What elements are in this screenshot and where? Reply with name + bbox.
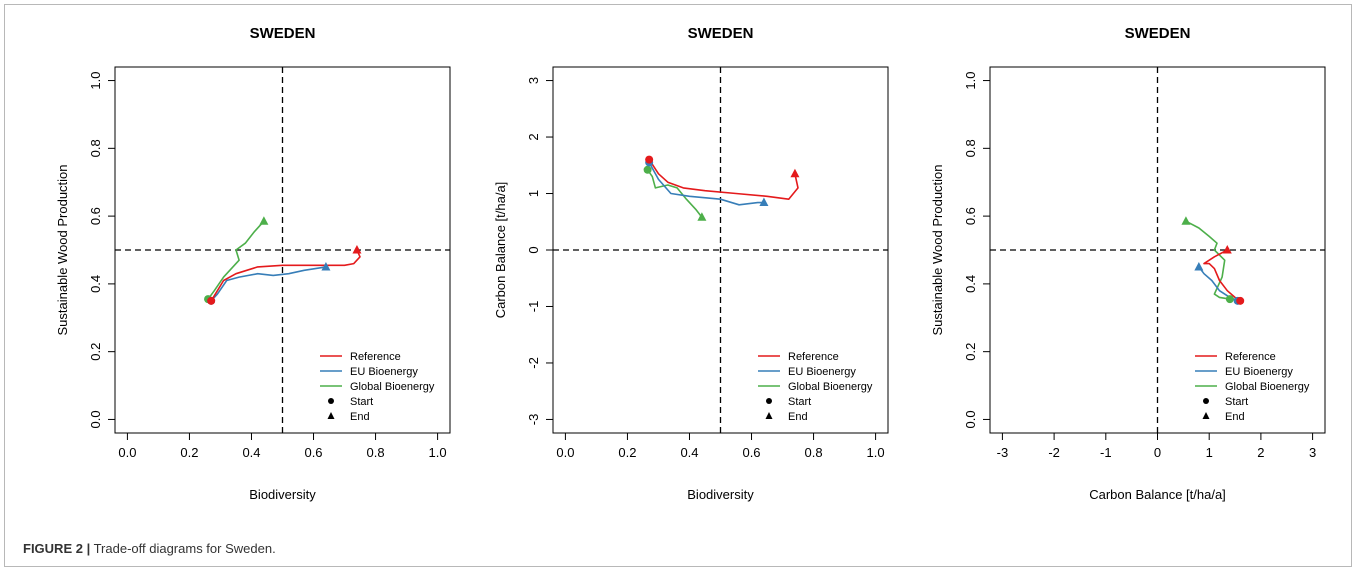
x-axis-label: Biodiversity bbox=[687, 487, 754, 502]
legend-label: Global Bioenergy bbox=[350, 381, 435, 393]
chart-2: SWEDEN 0.0 0.2 0.4 0.6 0.8 1.0 -3 -2 -1 0 1 2 3 Biodiv… bbox=[493, 25, 889, 502]
x-tick-label: 0.6 bbox=[304, 445, 322, 460]
x-tick-label: 1.0 bbox=[429, 445, 447, 460]
series-line-eu-bioenergy bbox=[648, 162, 764, 206]
x-tick-label: 0 bbox=[1154, 445, 1161, 460]
chart-1: SWEDEN 0.0 0.2 0.4 0.6 0.8 1.0 0.0 0.2 0.4 0.6 0.8 1… bbox=[55, 25, 451, 502]
y-tick-label: 0 bbox=[526, 246, 541, 253]
y-tick-label: -2 bbox=[526, 357, 541, 369]
y-tick-label: 0.2 bbox=[963, 343, 978, 361]
legend-start-marker bbox=[1203, 398, 1209, 404]
series-line-reference bbox=[210, 249, 361, 302]
chart-title: SWEDEN bbox=[250, 25, 316, 42]
y-tick-label: 0.8 bbox=[88, 139, 103, 157]
legend-label: EU Bioenergy bbox=[788, 366, 856, 378]
y-axis-label: Carbon Balance [t/ha/a] bbox=[493, 182, 508, 319]
x-axis-label: Carbon Balance [t/ha/a] bbox=[1089, 487, 1226, 502]
legend-label: EU Bioenergy bbox=[1225, 366, 1293, 378]
y-tick-label: 1.0 bbox=[963, 72, 978, 90]
x-tick-label: -2 bbox=[1048, 445, 1060, 460]
legend-label: Reference bbox=[788, 351, 839, 363]
legend-label: End bbox=[788, 411, 808, 423]
legend-label: End bbox=[350, 411, 370, 423]
legend-label: Start bbox=[1225, 396, 1248, 408]
end-point-marker bbox=[352, 245, 362, 254]
x-tick-label: 0.0 bbox=[118, 445, 136, 460]
figure-caption: FIGURE 2 | Trade-off diagrams for Sweden… bbox=[23, 541, 276, 556]
legend-end-marker bbox=[327, 412, 335, 419]
trade-off-charts: SWEDEN 0.0 0.2 0.4 0.6 0.8 1.0 0.0 0.2 0.4 0.6 0.8 1… bbox=[55, 25, 1326, 502]
legend-end-marker bbox=[1202, 412, 1210, 419]
y-tick-label: 1.0 bbox=[88, 72, 103, 90]
legend-start-marker bbox=[328, 398, 334, 404]
x-tick-label: 2 bbox=[1257, 445, 1264, 460]
end-point-marker bbox=[1222, 245, 1232, 254]
x-tick-label: -3 bbox=[997, 445, 1009, 460]
y-axis-label: Sustainable Wood Production bbox=[930, 164, 945, 335]
y-tick-label: 0.0 bbox=[88, 410, 103, 428]
legend-start-marker bbox=[766, 398, 772, 404]
end-point-marker bbox=[1181, 216, 1191, 225]
x-axis-label: Biodiversity bbox=[249, 487, 316, 502]
y-tick-label: 3 bbox=[526, 77, 541, 84]
end-point-marker bbox=[321, 261, 331, 271]
series-line-global-bioenergy bbox=[1185, 220, 1231, 300]
legend-label: Reference bbox=[1225, 351, 1276, 363]
chart-title: SWEDEN bbox=[1125, 25, 1191, 42]
legend-label: End bbox=[1225, 411, 1245, 423]
series-line-eu-bioenergy bbox=[210, 266, 327, 302]
y-tick-label: 0.4 bbox=[88, 275, 103, 293]
y-tick-label: -3 bbox=[526, 414, 541, 426]
y-tick-label: 2 bbox=[526, 133, 541, 140]
y-tick-label: 0.6 bbox=[88, 207, 103, 225]
legend-label: Global Bioenergy bbox=[1225, 381, 1310, 393]
y-tick-label: 0.8 bbox=[963, 139, 978, 157]
x-tick-label: 0.4 bbox=[242, 445, 260, 460]
start-point-marker bbox=[1225, 295, 1234, 304]
end-point-marker bbox=[259, 216, 269, 225]
y-tick-label: -1 bbox=[526, 301, 541, 313]
start-point-marker bbox=[1236, 296, 1245, 305]
legend-label: Reference bbox=[350, 351, 401, 363]
series-line-reference bbox=[648, 159, 799, 200]
x-tick-label: 1 bbox=[1206, 445, 1213, 460]
y-tick-label: 0.0 bbox=[963, 410, 978, 428]
x-tick-label: 0.0 bbox=[556, 445, 574, 460]
legend-label: EU Bioenergy bbox=[350, 366, 418, 378]
end-point-marker bbox=[790, 168, 800, 178]
legend-label: Start bbox=[350, 396, 373, 408]
series-line-global-bioenergy bbox=[207, 220, 265, 300]
legend-label: Global Bioenergy bbox=[788, 381, 873, 393]
x-tick-label: 0.8 bbox=[367, 445, 385, 460]
caption-label: FIGURE 2 | bbox=[23, 541, 91, 556]
start-point-marker bbox=[645, 155, 654, 164]
end-point-marker bbox=[759, 197, 769, 207]
x-tick-label: 1.0 bbox=[867, 445, 885, 460]
x-tick-label: 0.8 bbox=[805, 445, 823, 460]
y-tick-label: 1 bbox=[526, 190, 541, 197]
start-point-marker bbox=[207, 296, 216, 305]
y-tick-label: 0.6 bbox=[963, 207, 978, 225]
end-point-marker bbox=[697, 212, 707, 221]
caption-text: Trade-off diagrams for Sweden. bbox=[93, 541, 276, 556]
end-point-marker bbox=[1194, 261, 1204, 271]
y-axis-label: Sustainable Wood Production bbox=[55, 164, 70, 335]
figure-panel: SWEDEN 0.0 0.2 0.4 0.6 0.8 1.0 0.0 0.2 0.4 0.6 0.8 1… bbox=[4, 4, 1352, 567]
x-tick-label: 3 bbox=[1309, 445, 1316, 460]
series-line-global-bioenergy bbox=[646, 169, 703, 218]
x-tick-label: 0.2 bbox=[618, 445, 636, 460]
x-tick-label: -1 bbox=[1100, 445, 1112, 460]
x-tick-label: 0.2 bbox=[180, 445, 198, 460]
chart-3: SWEDEN -3 -2 -1 0 1 2 3 0.0 0.2 0.4 0.6 0.8 1.0 Carbon… bbox=[930, 25, 1326, 502]
series-line-reference bbox=[1203, 249, 1241, 302]
x-tick-label: 0.4 bbox=[680, 445, 698, 460]
legend-end-marker bbox=[765, 412, 773, 419]
legend-label: Start bbox=[788, 396, 811, 408]
y-tick-label: 0.4 bbox=[963, 275, 978, 293]
start-point-marker bbox=[643, 165, 652, 174]
x-tick-label: 0.6 bbox=[742, 445, 760, 460]
y-tick-label: 0.2 bbox=[88, 343, 103, 361]
chart-title: SWEDEN bbox=[688, 25, 754, 42]
